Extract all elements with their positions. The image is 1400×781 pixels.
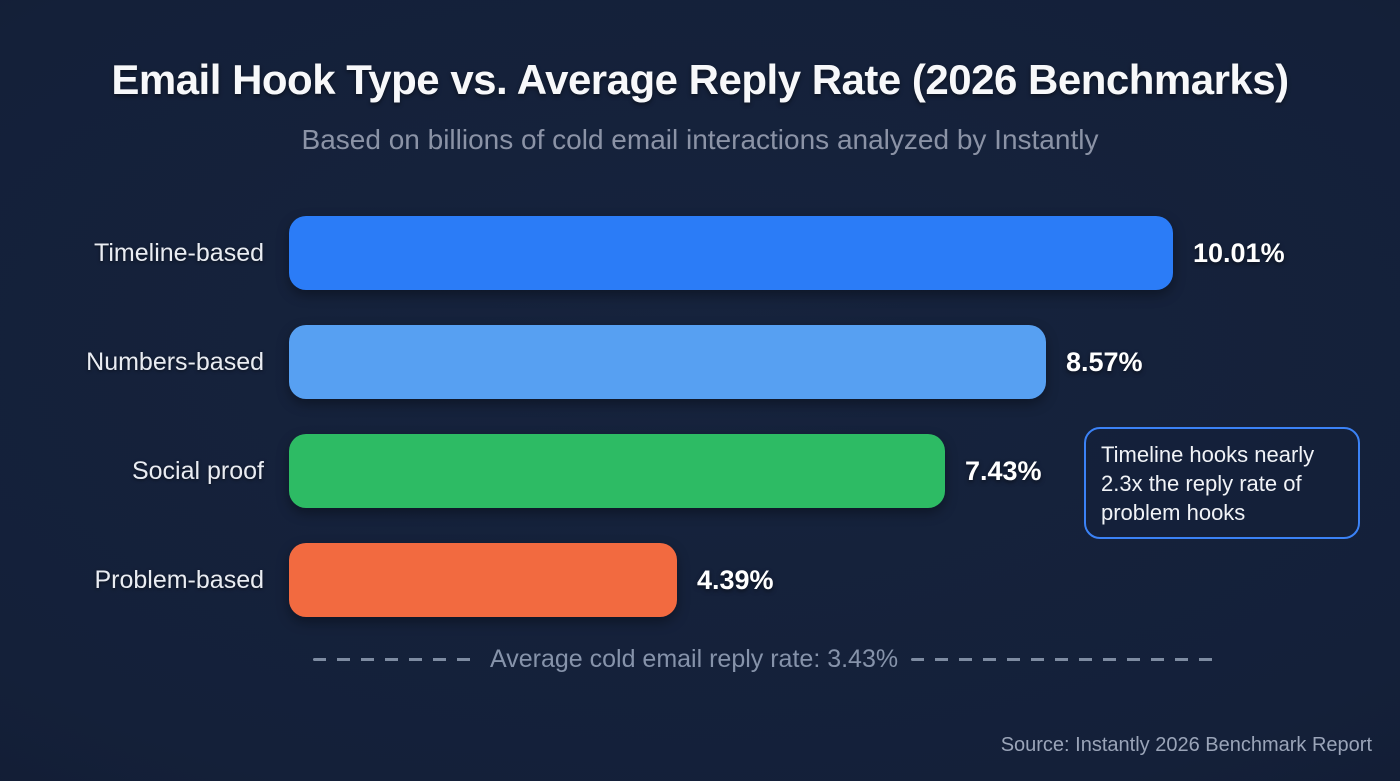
- average-line-label: Average cold email reply rate: 3.43%: [490, 644, 899, 673]
- bar-value-label: 4.39%: [697, 564, 774, 595]
- chart-title: Email Hook Type vs. Average Reply Rate (…: [111, 56, 1289, 103]
- bar-value-label: 10.01%: [1193, 237, 1285, 268]
- source-caption: Source: Instantly 2026 Benchmark Report: [1000, 734, 1372, 756]
- chart-subtitle: Based on billions of cold email interact…: [301, 124, 1099, 155]
- bar-value-label: 7.43%: [965, 455, 1042, 486]
- dashed-line-right: [911, 657, 1213, 661]
- category-label: Timeline-based: [94, 238, 264, 267]
- bar-track: 10.01%: [289, 216, 1400, 290]
- bar-timeline-based: [289, 216, 1173, 290]
- bar-track: 4.39%: [289, 543, 1400, 617]
- dashed-line-left: [313, 657, 477, 661]
- bar-value-label: 8.57%: [1066, 346, 1143, 377]
- category-label: Numbers-based: [86, 347, 264, 376]
- category-label: Problem-based: [94, 565, 264, 594]
- average-reference-line: Average cold email reply rate: 3.43%: [313, 644, 1213, 674]
- bar-row-numbers-based: Numbers-based 8.57%: [0, 325, 1400, 399]
- bar-track: 8.57%: [289, 325, 1400, 399]
- bar-chart: Timeline-based 10.01% Numbers-based 8.57…: [0, 216, 1400, 652]
- category-label: Social proof: [131, 456, 264, 485]
- bar-row-timeline-based: Timeline-based 10.01%: [0, 216, 1400, 290]
- bar-problem-based: [289, 543, 677, 617]
- bar-numbers-based: [289, 325, 1046, 399]
- bar-track: 7.43%: [289, 434, 1400, 508]
- bar-row-problem-based: Problem-based 4.39%: [0, 543, 1400, 617]
- bar-social-proof: [289, 434, 945, 508]
- bar-row-social-proof: Social proof 7.43%: [0, 434, 1400, 508]
- callout-annotation: Timeline hooks nearly 2.3x the reply rat…: [1084, 427, 1360, 539]
